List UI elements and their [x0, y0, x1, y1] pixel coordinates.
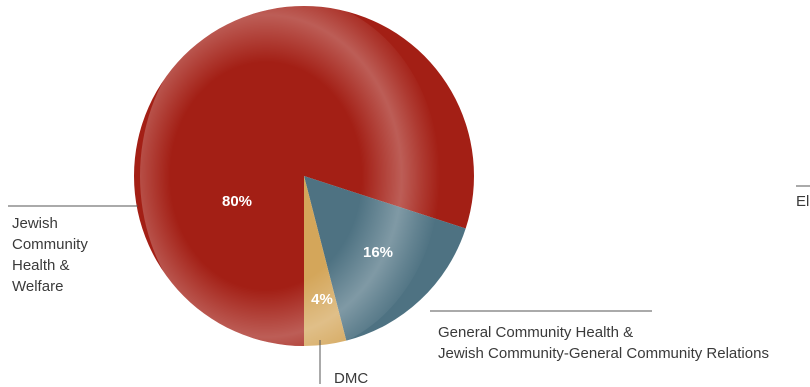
slice-label-general-community: 16% [363, 244, 393, 261]
slice-label-jewish-community: 80% [222, 193, 252, 210]
callout-dmc: DMC [334, 370, 368, 387]
slice-label-dmc: 4% [311, 291, 333, 308]
callout-general-community: General Community Health & Jewish Commun… [438, 324, 769, 362]
callout-jewish-community: Jewish Community Health & Welfare [12, 215, 92, 295]
callout-partial-label: El [796, 193, 809, 210]
pie-highlight [140, 6, 440, 346]
